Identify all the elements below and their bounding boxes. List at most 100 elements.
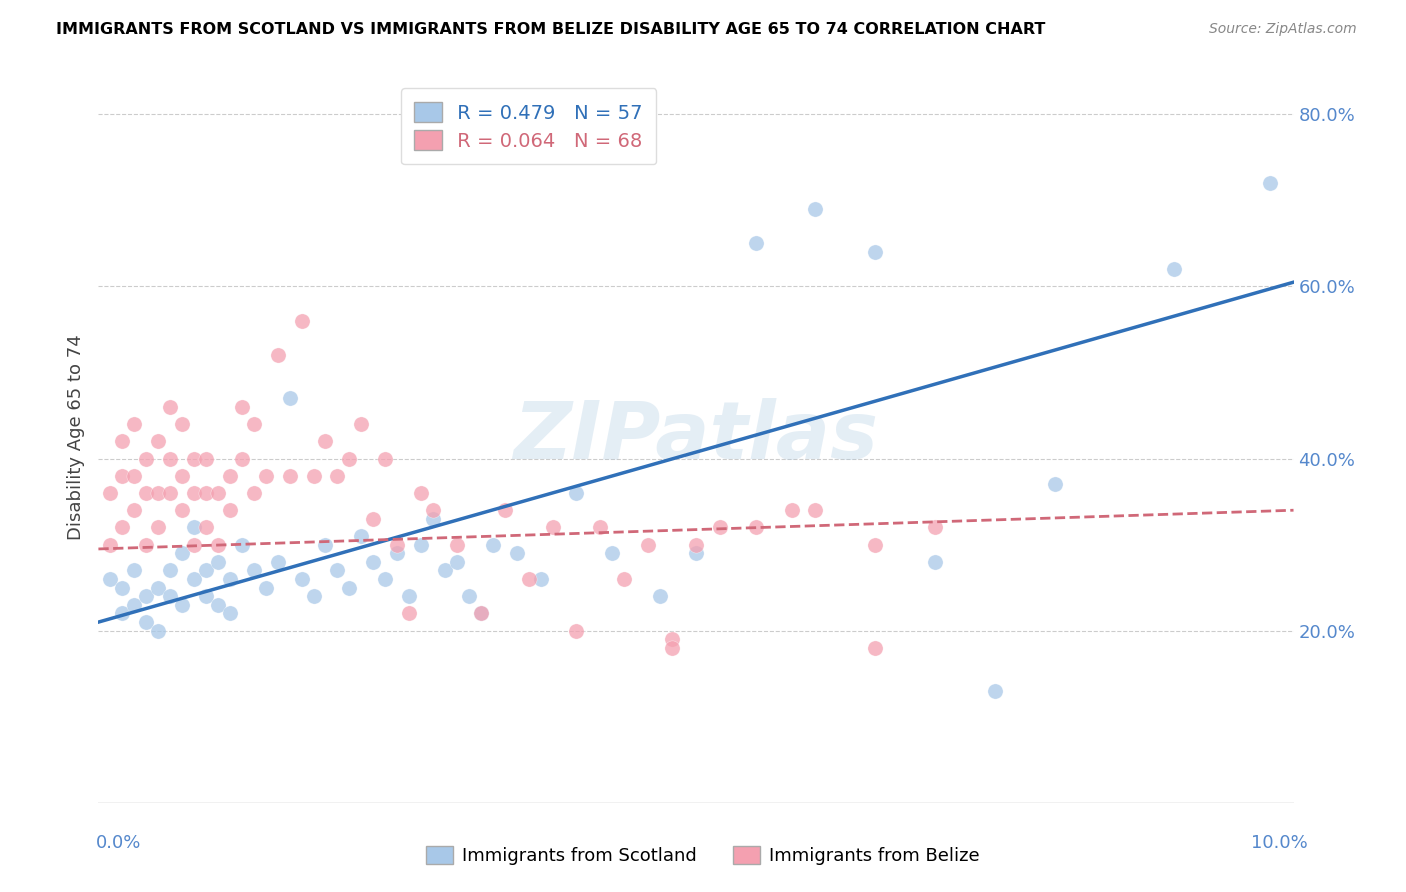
Point (148, 486, 170, 500)
Point (254, 468, 277, 483)
Point (195, 486, 218, 500)
Text: ZIPatlas: ZIPatlas (513, 398, 879, 476)
Point (124, 503, 146, 517)
Point (195, 564, 218, 578)
Point (278, 392, 301, 406)
Point (398, 589, 420, 603)
Point (135, 615, 157, 629)
Point (411, 486, 433, 500)
Point (326, 564, 349, 578)
Point (135, 589, 157, 603)
Point (267, 555, 290, 569)
Point (172, 598, 194, 612)
Point (458, 589, 481, 603)
Point (195, 520, 218, 534)
Point (183, 572, 205, 586)
Point (780, 503, 803, 517)
Point (183, 451, 205, 466)
Point (385, 538, 409, 552)
Point (865, 538, 887, 552)
Text: Source: ZipAtlas.com: Source: ZipAtlas.com (1209, 22, 1357, 37)
Point (1043, 477, 1066, 491)
Point (159, 564, 181, 578)
Point (637, 538, 659, 552)
Point (315, 538, 337, 552)
Point (98, 486, 122, 500)
Point (159, 486, 181, 500)
Point (494, 503, 516, 517)
Point (207, 555, 229, 569)
Point (984, 684, 1007, 698)
Point (148, 581, 170, 595)
Point (446, 555, 468, 569)
Point (111, 468, 134, 483)
Point (661, 640, 683, 655)
Point (159, 589, 181, 603)
Point (302, 468, 325, 483)
Point (709, 520, 731, 534)
Text: 0.0%: 0.0% (96, 834, 141, 852)
Point (148, 520, 170, 534)
Point (207, 538, 229, 552)
Point (350, 529, 373, 543)
Point (398, 607, 420, 621)
Point (172, 503, 194, 517)
Point (363, 555, 385, 569)
Point (135, 451, 157, 466)
Point (865, 640, 887, 655)
Point (924, 555, 946, 569)
Legend: Immigrants from Scotland, Immigrants from Belize: Immigrants from Scotland, Immigrants fro… (419, 838, 987, 872)
Point (124, 564, 146, 578)
Point (135, 486, 157, 500)
Point (183, 486, 205, 500)
Point (195, 589, 218, 603)
Point (243, 564, 266, 578)
Point (482, 538, 505, 552)
Point (172, 468, 194, 483)
Legend:  R = 0.479   N = 57,  R = 0.064   N = 68: R = 0.479 N = 57, R = 0.064 N = 68 (401, 88, 657, 164)
Text: 10.0%: 10.0% (1251, 834, 1308, 852)
Point (291, 314, 314, 328)
Point (219, 468, 242, 483)
Point (98, 572, 122, 586)
Point (411, 538, 433, 552)
Point (159, 451, 181, 466)
Point (385, 546, 409, 560)
Point (565, 624, 588, 638)
Point (470, 607, 492, 621)
Point (685, 538, 707, 552)
Point (650, 589, 672, 603)
Point (243, 486, 266, 500)
Point (804, 503, 827, 517)
Point (315, 434, 337, 449)
Point (326, 468, 349, 483)
Point (865, 245, 887, 260)
Point (148, 434, 170, 449)
Text: IMMIGRANTS FROM SCOTLAND VS IMMIGRANTS FROM BELIZE DISABILITY AGE 65 TO 74 CORRE: IMMIGRANTS FROM SCOTLAND VS IMMIGRANTS F… (56, 22, 1046, 37)
Point (148, 624, 170, 638)
Point (565, 486, 588, 500)
Point (254, 581, 277, 595)
Point (517, 572, 540, 586)
Point (422, 503, 444, 517)
Point (470, 607, 492, 621)
Point (924, 520, 946, 534)
Point (446, 538, 468, 552)
Point (159, 400, 181, 414)
Point (291, 572, 314, 586)
Point (745, 520, 768, 534)
Point (374, 572, 396, 586)
Point (434, 564, 457, 578)
Point (1258, 176, 1281, 190)
Point (195, 451, 218, 466)
Point (350, 417, 373, 432)
Point (267, 348, 290, 362)
Point (243, 417, 266, 432)
Point (339, 451, 361, 466)
Point (602, 546, 624, 560)
Point (183, 520, 205, 534)
Point (219, 607, 242, 621)
Point (183, 538, 205, 552)
Point (278, 468, 301, 483)
Point (124, 417, 146, 432)
